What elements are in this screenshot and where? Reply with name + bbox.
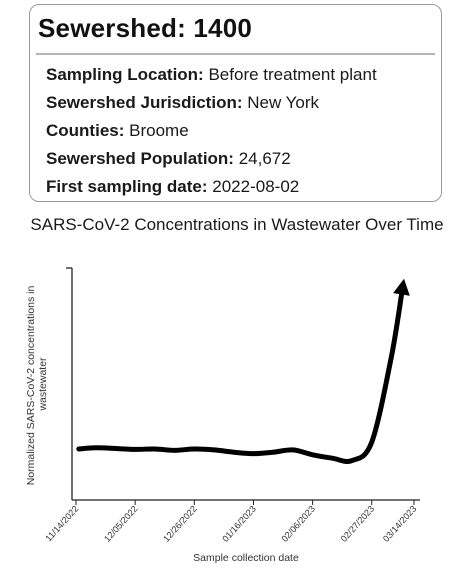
x-tick-label: 01/16/2023 [220,504,258,544]
concentration-series-line [76,284,406,464]
x-tick-label: 02/06/2023 [280,504,318,544]
y-axis-label: Normalized SARS-CoV-2 concentrations in … [25,283,49,486]
y-axis-label-line-1: Normalized SARS-CoV-2 concentrations in [25,286,37,486]
counties-row: Counties: Broome [46,117,377,145]
sampling-location-label: Sampling Location: [46,65,204,84]
jurisdiction-value: New York [247,93,320,112]
x-tick-label: 02/27/2023 [339,504,377,544]
x-tick-label: 12/26/2022 [161,504,199,544]
counties-label: Counties: [46,121,125,140]
chart-title: SARS-CoV-2 Concentrations in Wastewater … [30,215,444,234]
jurisdiction-row: Sewershed Jurisdiction: New York [46,89,377,117]
sewershed-details: Sampling Location: Before treatment plan… [46,61,377,201]
sampling-location-row: Sampling Location: Before treatment plan… [46,61,377,89]
y-axis-label-line-2: wastewater [37,357,49,412]
x-axis-label: Sample collection date [193,552,299,564]
chart-axes [66,267,420,501]
card-divider [36,53,435,55]
population-label: Sewershed Population: [46,149,234,168]
x-tick-label: 12/05/2022 [102,504,140,544]
first-sampling-label: First sampling date: [46,177,208,196]
population-value: 24,672 [238,149,291,168]
sewershed-title: Sewershed: 1400 [38,13,253,43]
jurisdiction-label: Sewershed Jurisdiction: [46,93,243,112]
sampling-location-value: Before treatment plant [208,65,377,84]
sewershed-info-card: Sewershed: 1400 Sampling Location: Befor… [29,4,442,202]
counties-value: Broome [129,121,189,140]
population-row: Sewershed Population: 24,672 [46,145,377,173]
x-axis-ticks: 11/14/2022 12/05/2022 12/26/2022 01/16/2023… [43,500,418,544]
x-tick-label: 11/14/2022 [43,504,80,544]
series-end-arrow [393,278,410,296]
first-sampling-row: First sampling date: 2022-08-02 [46,173,377,201]
first-sampling-value: 2022-08-02 [212,177,300,196]
x-tick-label: 03/14/2023 [381,504,419,544]
